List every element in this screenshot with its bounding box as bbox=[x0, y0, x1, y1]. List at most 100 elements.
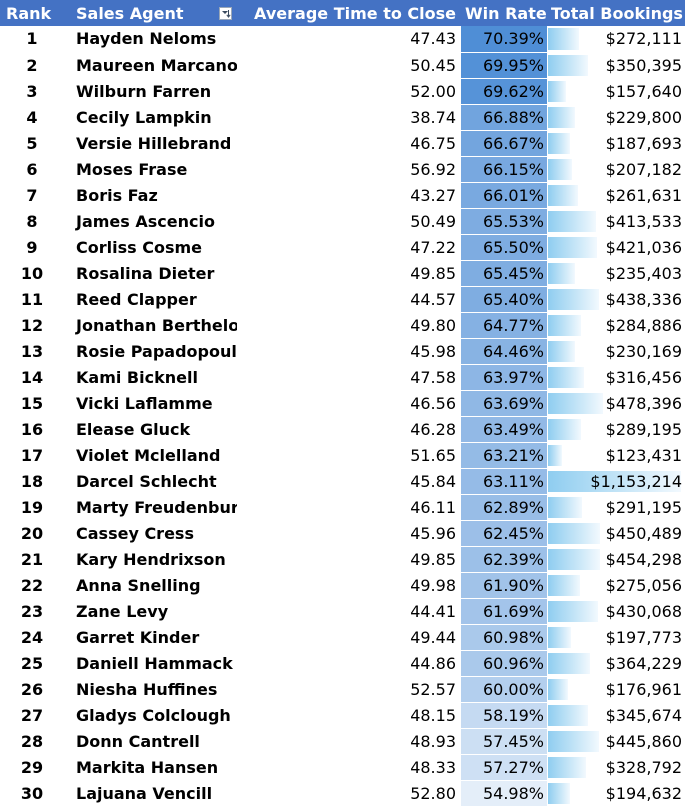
cell-win-rate[interactable]: 57.27% bbox=[461, 754, 547, 781]
cell-total-bookings[interactable]: $345,674 bbox=[547, 702, 685, 729]
cell-rank[interactable]: 20 bbox=[0, 520, 72, 547]
cell-average-time[interactable]: 44.57 bbox=[237, 286, 461, 313]
cell-win-rate[interactable]: 65.53% bbox=[461, 208, 547, 235]
cell-average-time[interactable]: 45.84 bbox=[237, 468, 461, 495]
cell-rank[interactable]: 30 bbox=[0, 780, 72, 807]
cell-win-rate[interactable]: 60.98% bbox=[461, 624, 547, 651]
cell-total-bookings[interactable]: $207,182 bbox=[547, 156, 685, 183]
header-win-rate[interactable]: Win Rate bbox=[461, 0, 547, 26]
cell-average-time[interactable]: 49.85 bbox=[237, 546, 461, 573]
cell-sales-agent[interactable]: Rosalina Dieter bbox=[72, 260, 237, 287]
cell-total-bookings[interactable]: $289,195 bbox=[547, 416, 685, 443]
cell-average-time[interactable]: 46.28 bbox=[237, 416, 461, 443]
cell-average-time[interactable]: 48.93 bbox=[237, 728, 461, 755]
cell-average-time[interactable]: 46.11 bbox=[237, 494, 461, 521]
cell-sales-agent[interactable]: Maureen Marcano bbox=[72, 52, 237, 79]
cell-average-time[interactable]: 45.96 bbox=[237, 520, 461, 547]
cell-total-bookings[interactable]: $291,195 bbox=[547, 494, 685, 521]
cell-total-bookings[interactable]: $194,632 bbox=[547, 780, 685, 807]
cell-average-time[interactable]: 47.22 bbox=[237, 234, 461, 261]
cell-rank[interactable]: 25 bbox=[0, 650, 72, 677]
cell-rank[interactable]: 17 bbox=[0, 442, 72, 469]
cell-average-time[interactable]: 48.33 bbox=[237, 754, 461, 781]
cell-rank[interactable]: 19 bbox=[0, 494, 72, 521]
cell-average-time[interactable]: 45.98 bbox=[237, 338, 461, 365]
cell-total-bookings[interactable]: $176,961 bbox=[547, 676, 685, 703]
cell-sales-agent[interactable]: Donn Cantrell bbox=[72, 728, 237, 755]
cell-total-bookings[interactable]: $272,111 bbox=[547, 26, 685, 53]
cell-total-bookings[interactable]: $445,860 bbox=[547, 728, 685, 755]
cell-rank[interactable]: 18 bbox=[0, 468, 72, 495]
cell-total-bookings[interactable]: $229,800 bbox=[547, 104, 685, 131]
cell-average-time[interactable]: 43.27 bbox=[237, 182, 461, 209]
cell-rank[interactable]: 26 bbox=[0, 676, 72, 703]
cell-win-rate[interactable]: 65.40% bbox=[461, 286, 547, 313]
cell-sales-agent[interactable]: Anna Snelling bbox=[72, 572, 237, 599]
cell-average-time[interactable]: 52.57 bbox=[237, 676, 461, 703]
cell-total-bookings[interactable]: $413,533 bbox=[547, 208, 685, 235]
cell-average-time[interactable]: 50.45 bbox=[237, 52, 461, 79]
cell-win-rate[interactable]: 64.77% bbox=[461, 312, 547, 339]
cell-average-time[interactable]: 56.92 bbox=[237, 156, 461, 183]
cell-total-bookings[interactable]: $187,693 bbox=[547, 130, 685, 157]
cell-average-time[interactable]: 47.43 bbox=[237, 26, 461, 53]
cell-average-time[interactable]: 48.15 bbox=[237, 702, 461, 729]
cell-win-rate[interactable]: 66.88% bbox=[461, 104, 547, 131]
cell-win-rate[interactable]: 58.19% bbox=[461, 702, 547, 729]
cell-win-rate[interactable]: 63.97% bbox=[461, 364, 547, 391]
cell-rank[interactable]: 15 bbox=[0, 390, 72, 417]
cell-average-time[interactable]: 49.85 bbox=[237, 260, 461, 287]
cell-win-rate[interactable]: 60.00% bbox=[461, 676, 547, 703]
cell-average-time[interactable]: 52.80 bbox=[237, 780, 461, 807]
cell-win-rate[interactable]: 61.69% bbox=[461, 598, 547, 625]
cell-average-time[interactable]: 50.49 bbox=[237, 208, 461, 235]
cell-sales-agent[interactable]: Versie Hillebrand bbox=[72, 130, 237, 157]
cell-total-bookings[interactable]: $157,640 bbox=[547, 78, 685, 105]
cell-rank[interactable]: 11 bbox=[0, 286, 72, 313]
cell-rank[interactable]: 8 bbox=[0, 208, 72, 235]
cell-rank[interactable]: 5 bbox=[0, 130, 72, 157]
cell-rank[interactable]: 12 bbox=[0, 312, 72, 339]
cell-total-bookings[interactable]: $261,631 bbox=[547, 182, 685, 209]
cell-sales-agent[interactable]: Kary Hendrixson bbox=[72, 546, 237, 573]
cell-sales-agent[interactable]: Corliss Cosme bbox=[72, 234, 237, 261]
cell-total-bookings[interactable]: $275,056 bbox=[547, 572, 685, 599]
header-average-time-to-close[interactable]: Average Time to Close bbox=[237, 0, 461, 26]
cell-total-bookings[interactable]: $478,396 bbox=[547, 390, 685, 417]
cell-rank[interactable]: 14 bbox=[0, 364, 72, 391]
cell-win-rate[interactable]: 66.15% bbox=[461, 156, 547, 183]
cell-average-time[interactable]: 38.74 bbox=[237, 104, 461, 131]
header-total-bookings[interactable]: Total Bookings bbox=[547, 0, 685, 26]
cell-win-rate[interactable]: 63.11% bbox=[461, 468, 547, 495]
cell-rank[interactable]: 13 bbox=[0, 338, 72, 365]
cell-total-bookings[interactable]: $328,792 bbox=[547, 754, 685, 781]
cell-win-rate[interactable]: 66.67% bbox=[461, 130, 547, 157]
cell-total-bookings[interactable]: $430,068 bbox=[547, 598, 685, 625]
cell-sales-agent[interactable]: Kami Bicknell bbox=[72, 364, 237, 391]
cell-sales-agent[interactable]: Reed Clapper bbox=[72, 286, 237, 313]
cell-win-rate[interactable]: 54.98% bbox=[461, 780, 547, 807]
cell-total-bookings[interactable]: $450,489 bbox=[547, 520, 685, 547]
cell-total-bookings[interactable]: $350,395 bbox=[547, 52, 685, 79]
cell-sales-agent[interactable]: Marty Freudenburg bbox=[72, 494, 237, 521]
cell-rank[interactable]: 4 bbox=[0, 104, 72, 131]
cell-total-bookings[interactable]: $438,336 bbox=[547, 286, 685, 313]
cell-rank[interactable]: 22 bbox=[0, 572, 72, 599]
cell-win-rate[interactable]: 60.96% bbox=[461, 650, 547, 677]
cell-average-time[interactable]: 49.44 bbox=[237, 624, 461, 651]
cell-sales-agent[interactable]: Hayden Neloms bbox=[72, 26, 237, 53]
cell-total-bookings[interactable]: $123,431 bbox=[547, 442, 685, 469]
cell-sales-agent[interactable]: Elease Gluck bbox=[72, 416, 237, 443]
cell-sales-agent[interactable]: Darcel Schlecht bbox=[72, 468, 237, 495]
cell-total-bookings[interactable]: $197,773 bbox=[547, 624, 685, 651]
cell-average-time[interactable]: 46.56 bbox=[237, 390, 461, 417]
cell-total-bookings[interactable]: $316,456 bbox=[547, 364, 685, 391]
cell-win-rate[interactable]: 66.01% bbox=[461, 182, 547, 209]
cell-sales-agent[interactable]: Boris Faz bbox=[72, 182, 237, 209]
cell-sales-agent[interactable]: Zane Levy bbox=[72, 598, 237, 625]
cell-total-bookings[interactable]: $1,153,214 bbox=[547, 468, 685, 495]
cell-sales-agent[interactable]: Lajuana Vencill bbox=[72, 780, 237, 807]
cell-average-time[interactable]: 44.86 bbox=[237, 650, 461, 677]
cell-average-time[interactable]: 51.65 bbox=[237, 442, 461, 469]
cell-average-time[interactable]: 47.58 bbox=[237, 364, 461, 391]
